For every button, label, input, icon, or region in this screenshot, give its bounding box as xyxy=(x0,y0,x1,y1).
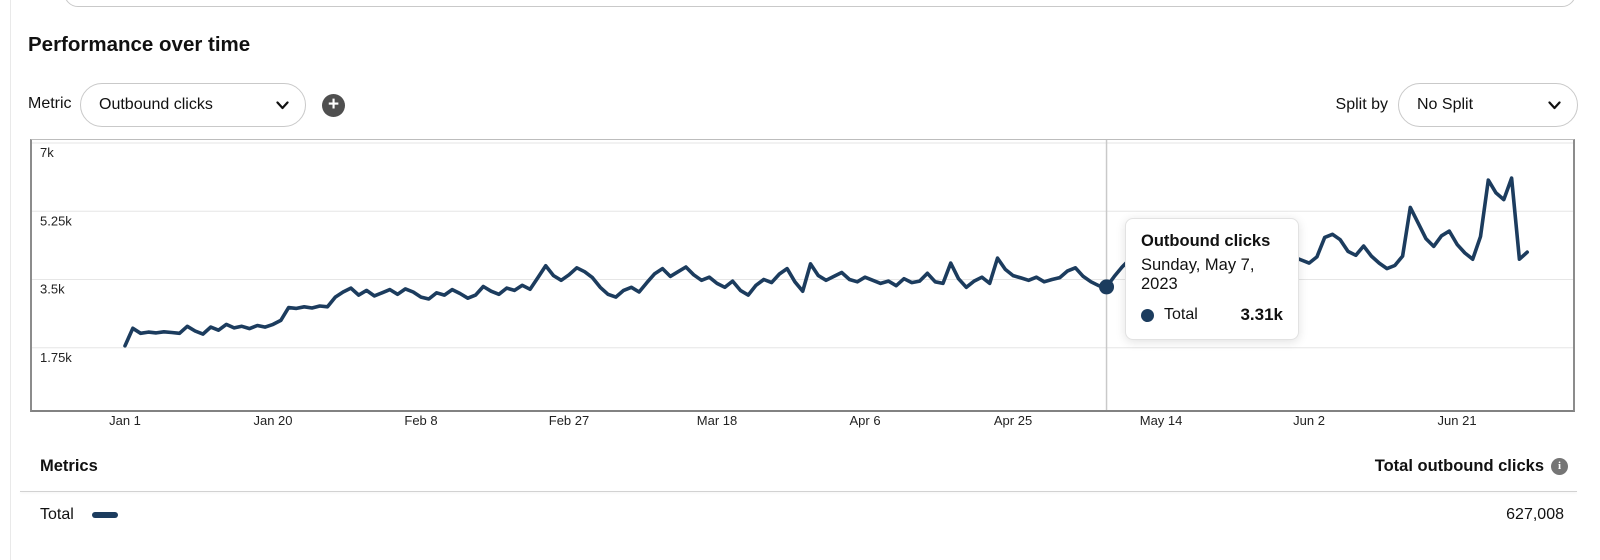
x-axis-label: Jun 2 xyxy=(1293,413,1325,428)
x-axis-label: Apr 25 xyxy=(993,413,1033,428)
y-axis-label: 5.25k xyxy=(40,213,72,228)
x-axis-label: Jan 20 xyxy=(253,413,293,428)
performance-chart[interactable]: 7k 5.25k 3.5k 1.75k xyxy=(30,139,1575,412)
x-axis-label: Feb 27 xyxy=(548,413,590,428)
y-axis-label: 1.75k xyxy=(40,350,72,365)
tooltip-series-value: 3.31k xyxy=(1240,305,1283,324)
split-by-dropdown-value: No Split xyxy=(1417,96,1474,113)
x-axis: Jan 1 Jan 20 Feb 8 Feb 27 Mar 18 Apr 6 Apr 25 M… xyxy=(0,413,1600,431)
tooltip-title: Outbound clicks xyxy=(1141,232,1271,250)
split-by-group: Split by No Split xyxy=(1336,83,1578,127)
metric-row-label: Total xyxy=(40,506,74,523)
previous-card-bottom-edge xyxy=(64,0,1576,7)
x-axis-label: Feb 8 xyxy=(404,413,438,428)
y-axis-label: 7k xyxy=(40,145,54,160)
x-axis-label: Mar 18 xyxy=(696,413,738,428)
panel-left-border xyxy=(10,0,11,560)
metric-dropdown-value: Outbound clicks xyxy=(99,96,213,113)
tooltip-series-row: Total 3.31k xyxy=(1141,305,1283,325)
x-axis-label: Apr 6 xyxy=(849,413,881,428)
tooltip-series-label: Total xyxy=(1164,306,1198,323)
x-axis-label: May 14 xyxy=(1139,413,1183,428)
y-axis-label: 3.5k xyxy=(40,282,65,297)
x-axis-label: Jan 1 xyxy=(109,413,141,428)
metrics-divider xyxy=(20,491,1577,492)
series-color-swatch xyxy=(91,512,118,518)
metrics-column-group: Total outbound clicks i xyxy=(1375,457,1568,476)
line-chart-canvas[interactable]: 7k 5.25k 3.5k 1.75k xyxy=(32,140,1573,410)
x-axis-label: Jun 21 xyxy=(1437,413,1477,428)
metric-dropdown[interactable]: Outbound clicks xyxy=(80,83,306,127)
info-icon[interactable]: i xyxy=(1551,457,1568,475)
series-line-total xyxy=(123,176,1529,348)
add-metric-button[interactable]: + xyxy=(322,94,345,117)
table-row[interactable]: Total 627,008 xyxy=(40,498,1564,532)
chart-tooltip: Outbound clicks Sunday, May 7, 2023 Tota… xyxy=(1125,218,1299,340)
metric-row-value: 627,008 xyxy=(1506,506,1564,523)
plus-icon: + xyxy=(327,94,340,115)
chevron-down-icon xyxy=(276,100,289,109)
split-by-dropdown[interactable]: No Split xyxy=(1398,83,1578,127)
chevron-down-icon xyxy=(1548,100,1561,109)
metrics-column-heading: Total outbound clicks xyxy=(1374,456,1544,475)
hover-point xyxy=(1099,279,1115,295)
metric-label: Metric xyxy=(28,95,72,112)
metrics-header-row: Metrics Total outbound clicks i xyxy=(40,454,1568,478)
series-dot-icon xyxy=(1141,308,1154,322)
split-by-label: Split by xyxy=(1335,96,1388,113)
metrics-heading: Metrics xyxy=(40,456,98,475)
page-title: Performance over time xyxy=(28,33,251,56)
tooltip-date: Sunday, May 7, 2023 xyxy=(1141,256,1255,293)
